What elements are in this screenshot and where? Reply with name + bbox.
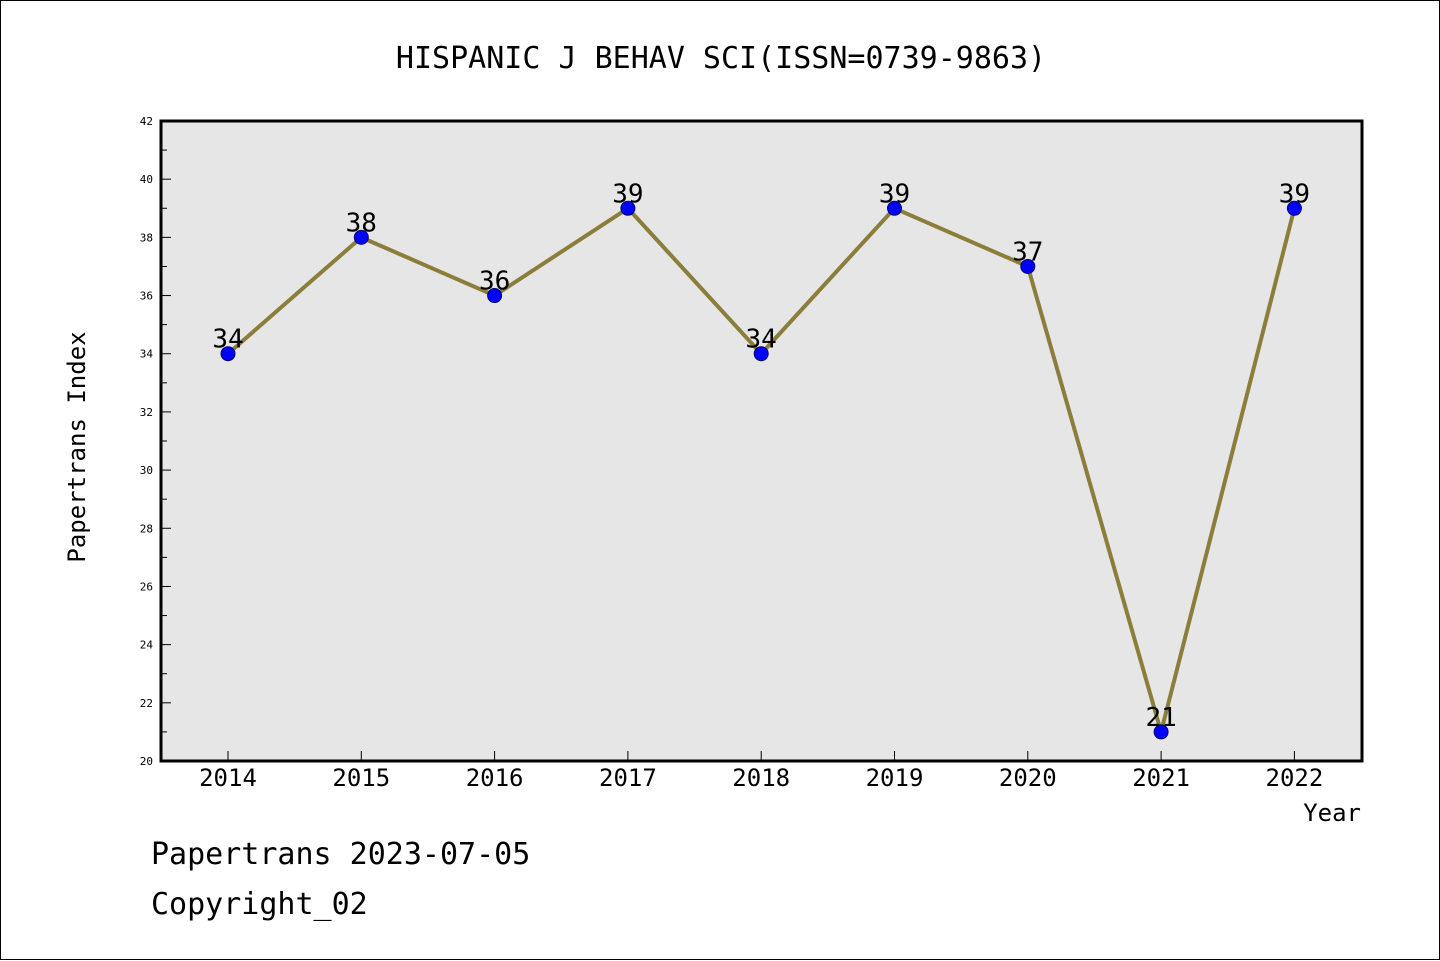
x-tick-label: 2017 <box>599 764 657 792</box>
data-label: 39 <box>1279 179 1310 209</box>
x-tick-label: 2022 <box>1266 764 1324 792</box>
data-label: 34 <box>212 325 243 355</box>
data-label: 39 <box>612 179 643 209</box>
y-tick-label: 36 <box>140 290 153 303</box>
data-label: 39 <box>879 179 910 209</box>
data-point <box>753 346 769 362</box>
x-tick-label: 2016 <box>466 764 524 792</box>
x-tick-label: 2021 <box>1132 764 1190 792</box>
data-point <box>620 200 636 216</box>
y-tick-label: 22 <box>140 697 153 710</box>
x-tick-label: 2018 <box>732 764 790 792</box>
data-label: 38 <box>346 208 377 238</box>
x-tick-label: 2020 <box>999 764 1057 792</box>
y-tick-label: 30 <box>140 464 153 477</box>
data-point <box>887 200 902 216</box>
y-axis: 20 22 24 26 28 30 32 34 36 38 40 42 <box>140 115 171 768</box>
data-label: 36 <box>479 267 510 297</box>
x-tick-label: 2014 <box>199 764 257 792</box>
data-point <box>353 229 369 245</box>
data-point <box>1020 258 1036 274</box>
data-label: 21 <box>1145 703 1176 733</box>
data-point <box>220 346 236 362</box>
data-label: 34 <box>746 325 777 355</box>
data-point <box>1153 724 1169 740</box>
y-tick-label: 28 <box>140 522 153 535</box>
y-tick-label: 24 <box>140 639 154 652</box>
chart-title: HISPANIC J BEHAV SCI(ISSN=0739-9863) <box>396 41 1046 76</box>
y-tick-label: 32 <box>140 406 153 419</box>
y-axis-label: Papertrans Index <box>63 331 91 562</box>
data-label: 37 <box>1012 237 1043 267</box>
x-tick-label: 2015 <box>332 764 390 792</box>
data-point <box>487 288 503 304</box>
y-tick-label: 42 <box>140 115 153 128</box>
series-layer: 34 38 36 39 34 39 37 21 39 <box>212 179 1310 740</box>
footer-copyright: Copyright_02 <box>151 887 368 922</box>
y-tick-label: 38 <box>140 231 153 244</box>
y-tick-label: 26 <box>140 580 153 593</box>
plot-area <box>159 119 1364 763</box>
x-axis: 2014 2015 2016 2017 2018 2019 2020 2021 2022 <box>199 751 1323 792</box>
y-tick-label: 34 <box>140 348 154 361</box>
data-point <box>1286 200 1302 216</box>
x-tick-label: 2019 <box>866 764 924 792</box>
y-tick-label: 20 <box>140 755 153 768</box>
x-axis-label: Year <box>1303 799 1361 827</box>
footer-date: Papertrans 2023-07-05 <box>151 837 530 872</box>
y-tick-label: 40 <box>140 173 153 186</box>
